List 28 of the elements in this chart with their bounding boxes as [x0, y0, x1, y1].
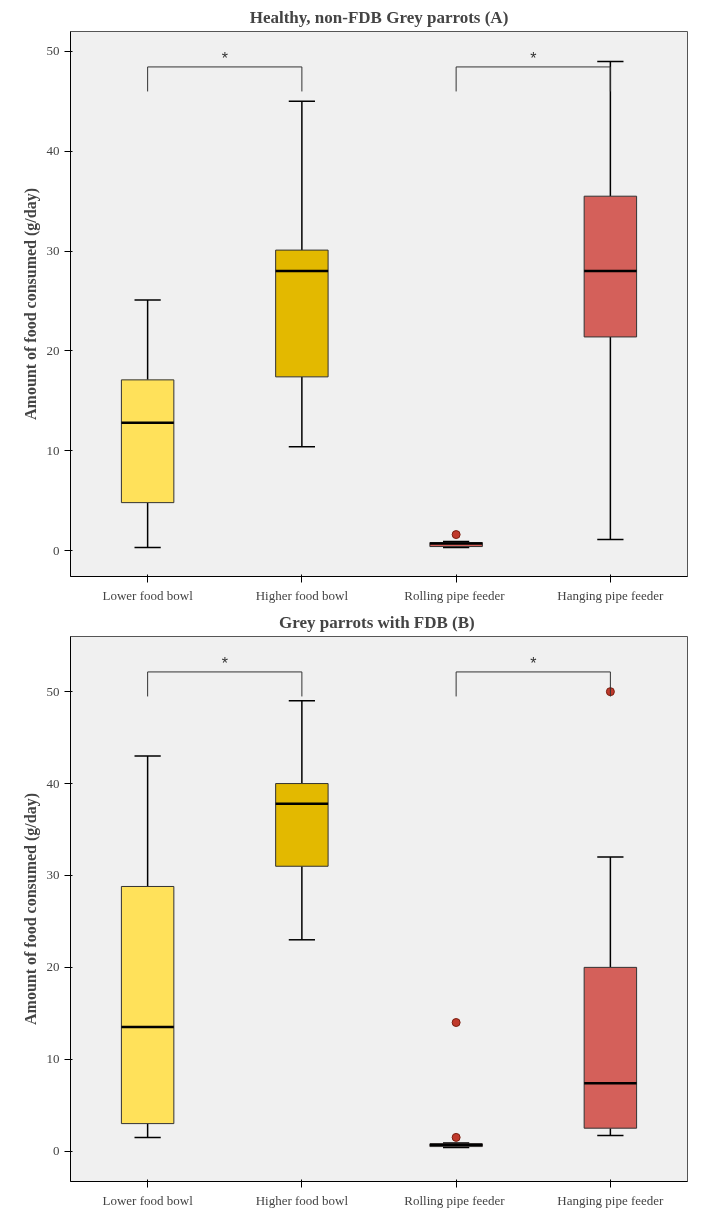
y-tick-label: 40 [46, 775, 60, 791]
annotation: * [221, 49, 228, 67]
y-axis-title: Amount of food consumed (g/day) [21, 792, 40, 1026]
x-tick-label: Rolling pipe feeder [404, 1192, 506, 1208]
x-tick-label: Lower food bowl [102, 1192, 194, 1208]
y-axis-title: Amount of food consumed (g/day) [21, 187, 40, 421]
annotation: * [530, 654, 537, 672]
x-tick-label: Hanging pipe feeder [557, 587, 665, 603]
y-tick-label: 30 [46, 867, 60, 883]
x-tick-label: Lower food bowl [102, 587, 194, 603]
y-tick-label: 10 [46, 1051, 60, 1067]
y-tick-label: 40 [46, 143, 60, 159]
x-tick-label: Higher food bowl [255, 587, 349, 603]
y-tick-label: 10 [46, 442, 60, 458]
chart-title: Healthy, non-FDB Grey parrots (A) [249, 7, 509, 27]
chart-title: Grey parrots with FDB (B) [278, 612, 475, 632]
y-tick-label: 20 [46, 959, 60, 975]
y-tick-label: 20 [46, 342, 60, 358]
y-tick-label: 0 [53, 1143, 60, 1159]
y-tick-label: 50 [46, 683, 60, 699]
x-tick-label: Rolling pipe feeder [404, 587, 506, 603]
y-tick-label: 0 [53, 542, 60, 558]
x-tick-label: Higher food bowl [255, 1192, 349, 1208]
x-tick-label: Hanging pipe feeder [557, 1192, 665, 1208]
y-tick-label: 30 [46, 243, 60, 259]
annotation: * [530, 49, 537, 67]
y-tick-label: 50 [46, 43, 60, 59]
annotation: * [221, 654, 228, 672]
